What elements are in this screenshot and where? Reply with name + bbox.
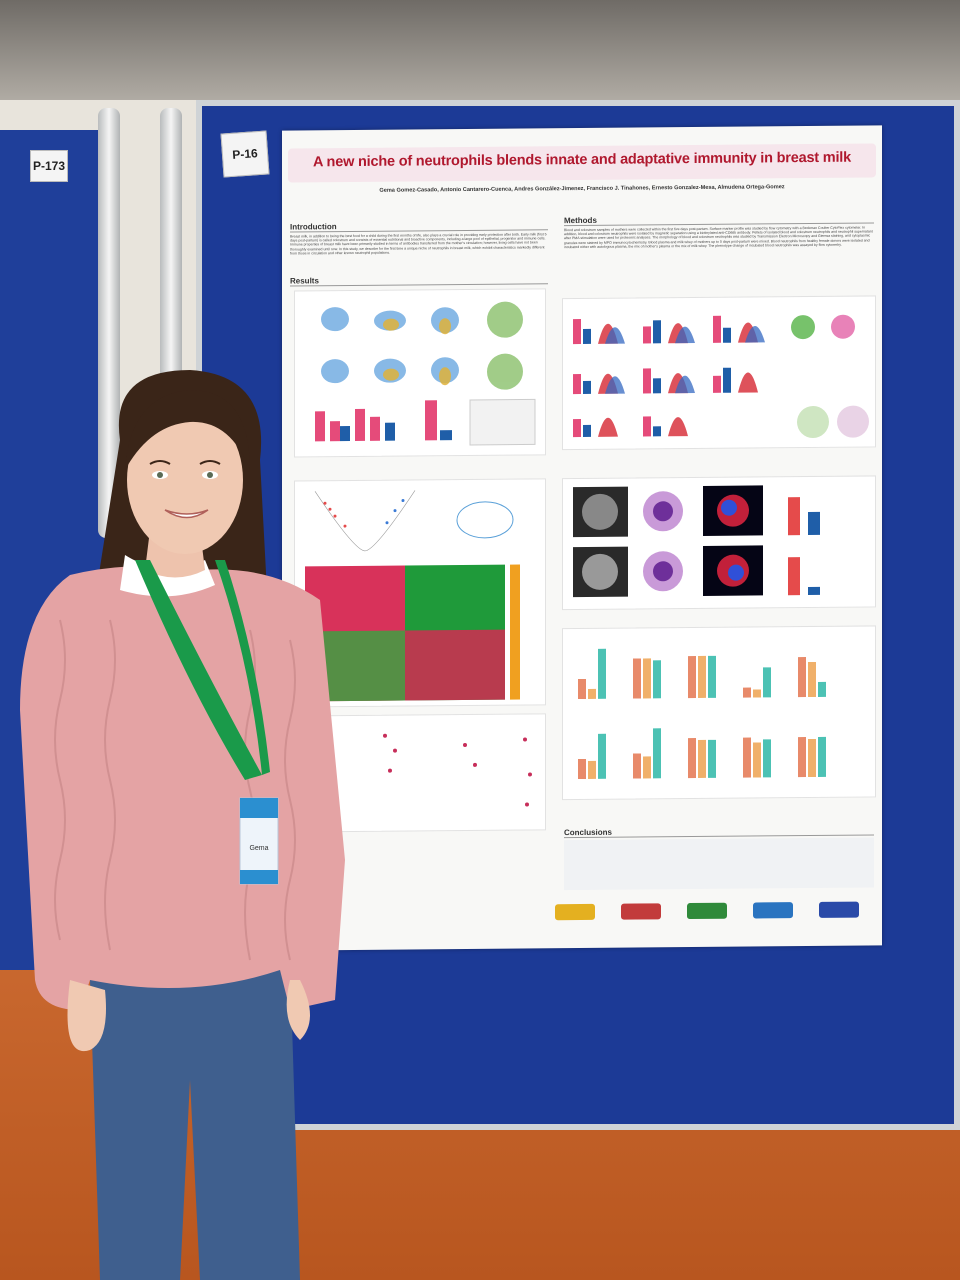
figure-5-phenotype (562, 625, 876, 801)
conclusions-text (564, 837, 874, 891)
board-tag-left: P-173 (30, 150, 68, 182)
figure-1-flow-cytometry (294, 288, 546, 458)
figure-2-surface-markers (562, 295, 876, 451)
logo (621, 903, 661, 920)
figure-4-morphology (562, 475, 876, 611)
scientific-poster: A new niche of neutrophils blends innate… (282, 125, 882, 951)
board-tag-main: P-16 (220, 130, 270, 178)
display-pole (98, 108, 120, 538)
results-heading: Results (290, 274, 548, 287)
poster-authors: Gema Gomez-Casado, Antonio Cantarero-Cue… (379, 184, 785, 194)
presenter-person: Gema (20, 370, 345, 1280)
logo (555, 903, 595, 921)
methods-text: Blood and colostrum samples of mothers w… (564, 225, 873, 249)
logo (687, 902, 727, 920)
badge-name: Gema (249, 845, 268, 852)
introduction-heading: Introduction (290, 220, 548, 233)
logo (753, 902, 793, 919)
methods-heading: Methods (564, 213, 874, 227)
figure-2-caption (562, 447, 874, 472)
figure-4-images (573, 485, 820, 598)
figure-2-plots (573, 314, 869, 438)
figure-1-plots (315, 301, 536, 446)
funding-logos (542, 895, 872, 926)
figure-3-plots (305, 490, 520, 702)
go-dotplot (383, 733, 532, 807)
figure-3-go-enrichment (294, 713, 546, 833)
introduction-text: Breast milk, in addition to being the be… (290, 232, 547, 256)
figure-5-bars (578, 648, 826, 780)
conclusions-heading: Conclusions (564, 825, 874, 839)
logo (819, 901, 859, 918)
figure-3-proteomics (294, 478, 546, 708)
